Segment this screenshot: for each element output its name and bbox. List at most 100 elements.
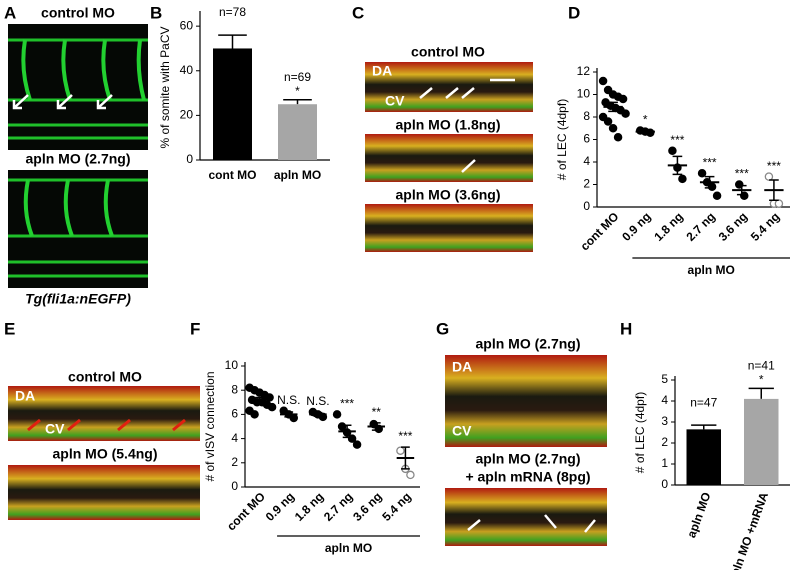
error-bar — [371, 422, 381, 431]
x-tick-label: 2.7 ng — [321, 489, 355, 523]
data-point — [603, 117, 613, 126]
data-point — [678, 174, 687, 184]
y-tick-label: 8 — [583, 109, 590, 123]
data-point — [396, 446, 405, 455]
image-caption: + apln mRNA (8pg) — [465, 469, 590, 485]
image-caption: control MO — [41, 5, 115, 21]
panel-label: C — [352, 3, 364, 22]
micrograph — [8, 170, 148, 288]
y-axis-label: # of vISV connection — [203, 371, 217, 481]
y-tick-label: 60 — [180, 18, 194, 32]
significance: *** — [767, 159, 781, 173]
image-caption: apln MO (2.7ng) — [26, 151, 131, 167]
micrograph — [8, 24, 148, 150]
error-bar — [769, 179, 779, 201]
error-bar — [342, 424, 352, 439]
y-tick-label: 40 — [180, 63, 194, 77]
micrograph — [8, 386, 200, 441]
data-point — [774, 199, 784, 208]
y-axis-label: % of somite with PaCV — [158, 26, 172, 148]
y-tick-label: 8 — [231, 382, 238, 396]
y-tick-label: 0 — [231, 479, 238, 493]
error-bar — [218, 34, 247, 49]
data-point — [608, 124, 618, 133]
arrow — [27, 418, 186, 432]
image-overlay-label: DA — [15, 388, 35, 404]
panel-label: B — [150, 3, 162, 22]
x-tick-label: 3.6 ng — [716, 209, 750, 243]
image-caption: apln MO (3.6ng) — [396, 187, 501, 203]
data-point — [250, 410, 259, 419]
error-bar — [736, 184, 747, 196]
bar — [744, 398, 779, 485]
micrograph — [365, 204, 533, 252]
data-point — [289, 413, 298, 423]
bar — [278, 104, 317, 160]
image-caption: control MO — [68, 369, 142, 385]
y-tick-label: 12 — [577, 64, 591, 78]
y-tick-label: 2 — [661, 435, 668, 449]
data-point — [332, 410, 342, 419]
micrograph — [445, 355, 607, 447]
image-caption: apln MO (2.7ng) — [476, 451, 581, 467]
y-tick-label: 0 — [186, 152, 193, 166]
data-point — [764, 172, 774, 181]
panel-label: H — [620, 319, 632, 338]
significance: *** — [398, 429, 412, 443]
image-caption: Tg(fli1a:nEGFP) — [25, 291, 131, 307]
error-bar — [255, 396, 264, 404]
micrograph — [445, 488, 607, 546]
image-overlay-label: DA — [452, 359, 472, 375]
x-tick-label: 3.6 ng — [350, 489, 384, 523]
significance: *** — [735, 167, 749, 181]
image-caption: apln MO (2.7ng) — [476, 336, 581, 352]
data-point — [621, 109, 630, 118]
micrograph — [8, 465, 200, 520]
x-tick-label: 1.8 ng — [292, 489, 326, 523]
n-label: n=78 — [219, 5, 246, 19]
bar — [213, 48, 252, 160]
x-tick-label: apln MO +mRNA — [726, 490, 772, 570]
y-tick-label: 6 — [583, 132, 590, 146]
significance: *** — [340, 397, 354, 411]
n-label: n=41 — [748, 359, 775, 373]
n-label: n=47 — [690, 395, 717, 409]
data-point — [347, 434, 357, 443]
y-tick-label: 5 — [661, 372, 668, 386]
image-caption: control MO — [411, 44, 485, 60]
y-tick-label: 4 — [583, 154, 590, 168]
data-point — [668, 146, 677, 155]
y-tick-label: 10 — [577, 87, 591, 101]
panel-label: G — [436, 319, 449, 338]
panel-label: E — [4, 319, 15, 338]
data-point — [598, 76, 608, 86]
n-label: n=69 — [284, 70, 311, 84]
error-bar — [313, 411, 323, 417]
y-tick-label: 0 — [583, 199, 590, 213]
y-tick-label: 6 — [231, 407, 238, 421]
x-tick-label: cont MO — [578, 209, 622, 253]
error-bar — [672, 155, 683, 176]
y-tick-label: 4 — [661, 393, 668, 407]
y-tick-label: 20 — [180, 108, 194, 122]
significance: N.S. — [277, 393, 300, 407]
x-tick-label: cont MO — [224, 489, 268, 533]
x-tick-label: 0.9 ng — [263, 489, 297, 523]
micrograph — [365, 134, 533, 182]
error-bar — [284, 411, 294, 418]
panel-label: D — [568, 3, 580, 22]
y-tick-label: 2 — [583, 177, 590, 191]
y-tick-label: 1 — [661, 456, 668, 470]
group-label: apln MO — [688, 263, 735, 277]
x-tick-label: apln MO — [684, 490, 713, 539]
x-tick-label: 0.9 ng — [619, 209, 653, 243]
x-tick-label: 1.8 ng — [651, 209, 685, 243]
significance: * — [643, 113, 648, 127]
image-overlay-label: DA — [372, 63, 392, 79]
data-point — [613, 132, 623, 142]
group-label: apln MO — [325, 541, 372, 555]
y-tick-label: 2 — [231, 455, 238, 469]
error-bar — [608, 101, 618, 113]
y-tick-label: 0 — [661, 477, 668, 491]
